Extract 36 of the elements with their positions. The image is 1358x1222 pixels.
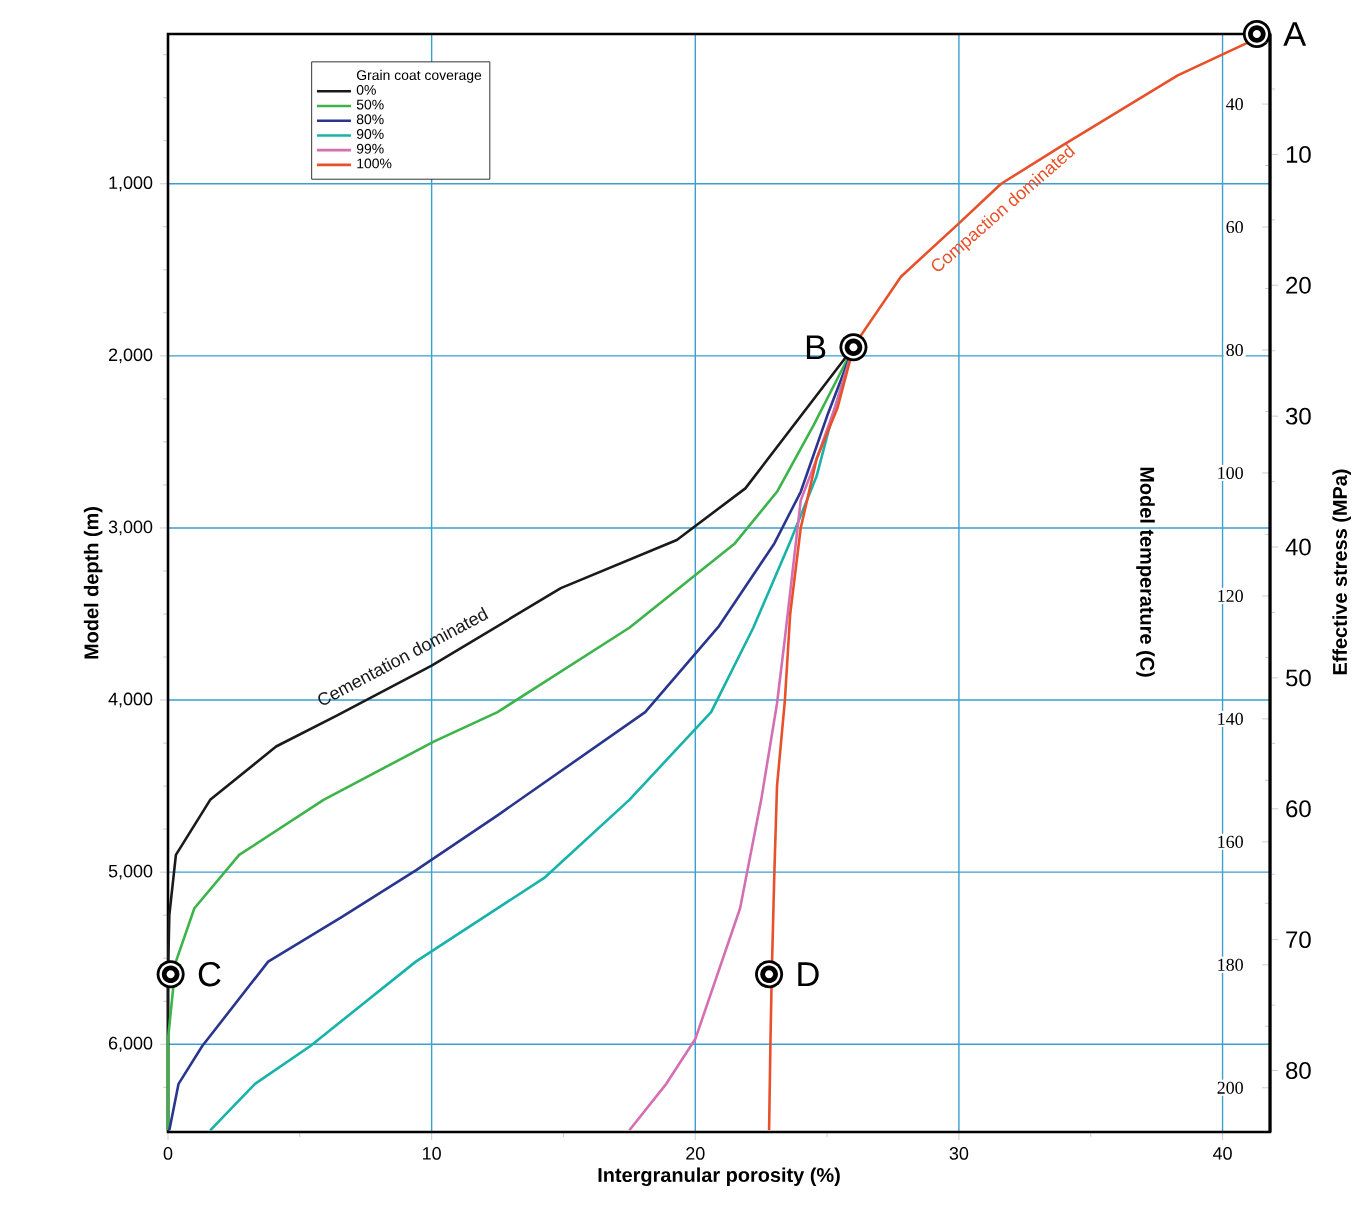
y2-tick-label: 100 [1218, 466, 1243, 480]
y2-tick-label: 60 [1226, 220, 1243, 234]
y2-tick-label: 120 [1218, 589, 1243, 602]
x-tick-label: 0 [163, 1147, 173, 1160]
y2-tick-label: 80 [1226, 343, 1243, 357]
annotation: A [1283, 22, 1307, 46]
annotation: D [798, 962, 819, 987]
annotation: C [198, 962, 221, 987]
y-tick-label: 6,000 [108, 1036, 153, 1052]
y3-tick-label: 60 [1286, 800, 1311, 818]
x-axis-title: Intergranular porosity (%) [598, 1167, 840, 1187]
x-tick-label: 10 [423, 1147, 441, 1160]
y2-tick-label: 200 [1217, 1081, 1243, 1094]
y2-tick-label: 180 [1218, 958, 1243, 971]
y-axis-title: Model depth (m) [83, 507, 103, 659]
y3-tick-label: 50 [1286, 669, 1311, 687]
y-tick-label: 3,000 [108, 520, 153, 536]
y3-tick-label: 40 [1285, 538, 1311, 556]
x-tick-label: 20 [686, 1147, 705, 1160]
y3-tick-label: 30 [1285, 407, 1311, 425]
y2-axis-title: Model temperature (C) [1136, 467, 1155, 677]
y-tick-label: 2,000 [108, 348, 153, 364]
x-tick-label: 30 [949, 1147, 969, 1160]
y2-tick-label: 140 [1218, 712, 1243, 725]
y3-tick-label: 10 [1286, 145, 1311, 163]
y3-axis-title: Effective stress (MPa) [1332, 469, 1351, 675]
y2-tick-label: 40 [1226, 98, 1243, 111]
y-tick-label: 4,000 [108, 692, 153, 708]
y3-tick-label: 70 [1286, 931, 1311, 949]
y-tick-label: 5,000 [108, 864, 153, 880]
annotation: B [806, 335, 826, 360]
x-tick-label: 40 [1212, 1147, 1232, 1160]
y-tick-label: 1,000 [109, 176, 153, 192]
y3-tick-label: 20 [1286, 276, 1311, 294]
y3-tick-label: 80 [1286, 1062, 1311, 1079]
y2-tick-label: 160 [1218, 835, 1243, 848]
